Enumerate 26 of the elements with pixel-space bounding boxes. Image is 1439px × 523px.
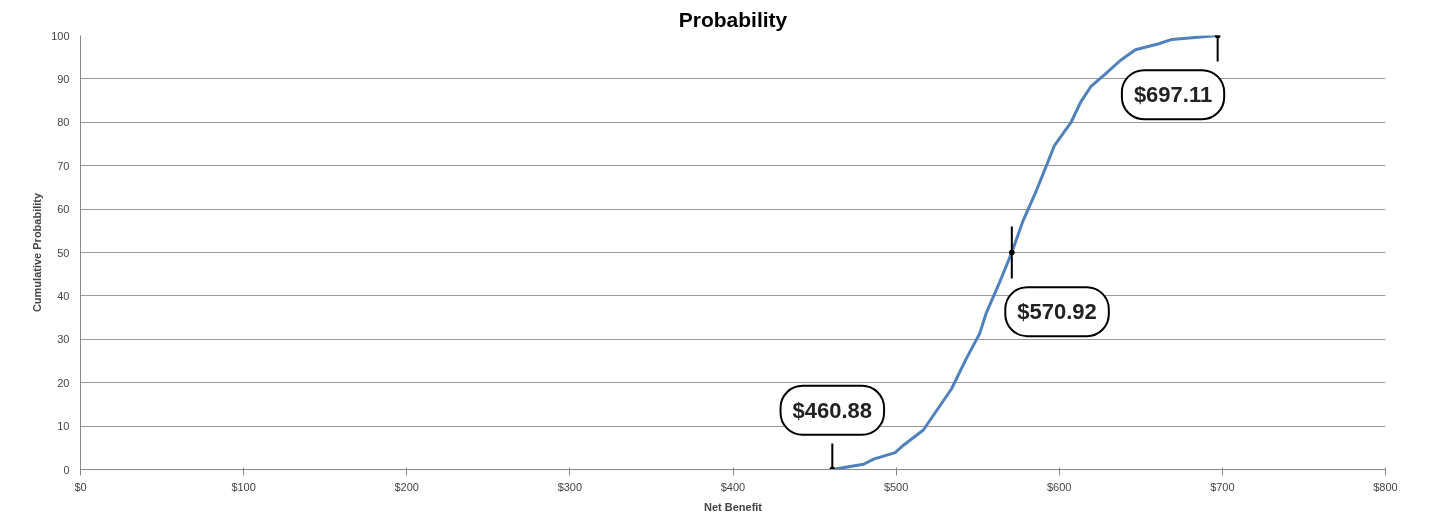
chart-title: Probability [678,7,788,31]
y-tick-label: 10 [57,420,70,433]
x-tick-label: $600 [1047,480,1072,493]
x-tick-label: $400 [720,480,746,493]
y-tick-label: 90 [57,72,70,85]
annotation: $570.92 [1017,299,1097,325]
y-tick-label: 70 [57,159,70,172]
x-tick-label: $100 [231,480,256,493]
x-tick-label: $500 [883,480,909,493]
y-tick-label: 40 [57,289,70,302]
annotation: $460.88 [792,397,873,423]
x-axis-title: Net Benefit [703,500,763,513]
x-tick-label: $0 [74,480,87,493]
annotation: $697.11 [1133,82,1213,108]
x-tick-label: $300 [557,480,583,493]
x-tick-label: $800 [1373,480,1398,493]
x-tick-label: $200 [394,480,419,493]
y-tick-label: 0 [63,463,70,476]
y-tick-label: 20 [57,376,70,389]
x-tick-label: $700 [1210,480,1235,493]
y-tick-label: 100 [51,29,70,42]
y-tick-label: 60 [57,203,70,216]
y-tick-label: 30 [57,333,70,346]
y-axis-title: Cumulative Probability [31,192,44,313]
y-tick-label: 50 [57,246,70,259]
y-tick-label: 80 [57,116,70,129]
